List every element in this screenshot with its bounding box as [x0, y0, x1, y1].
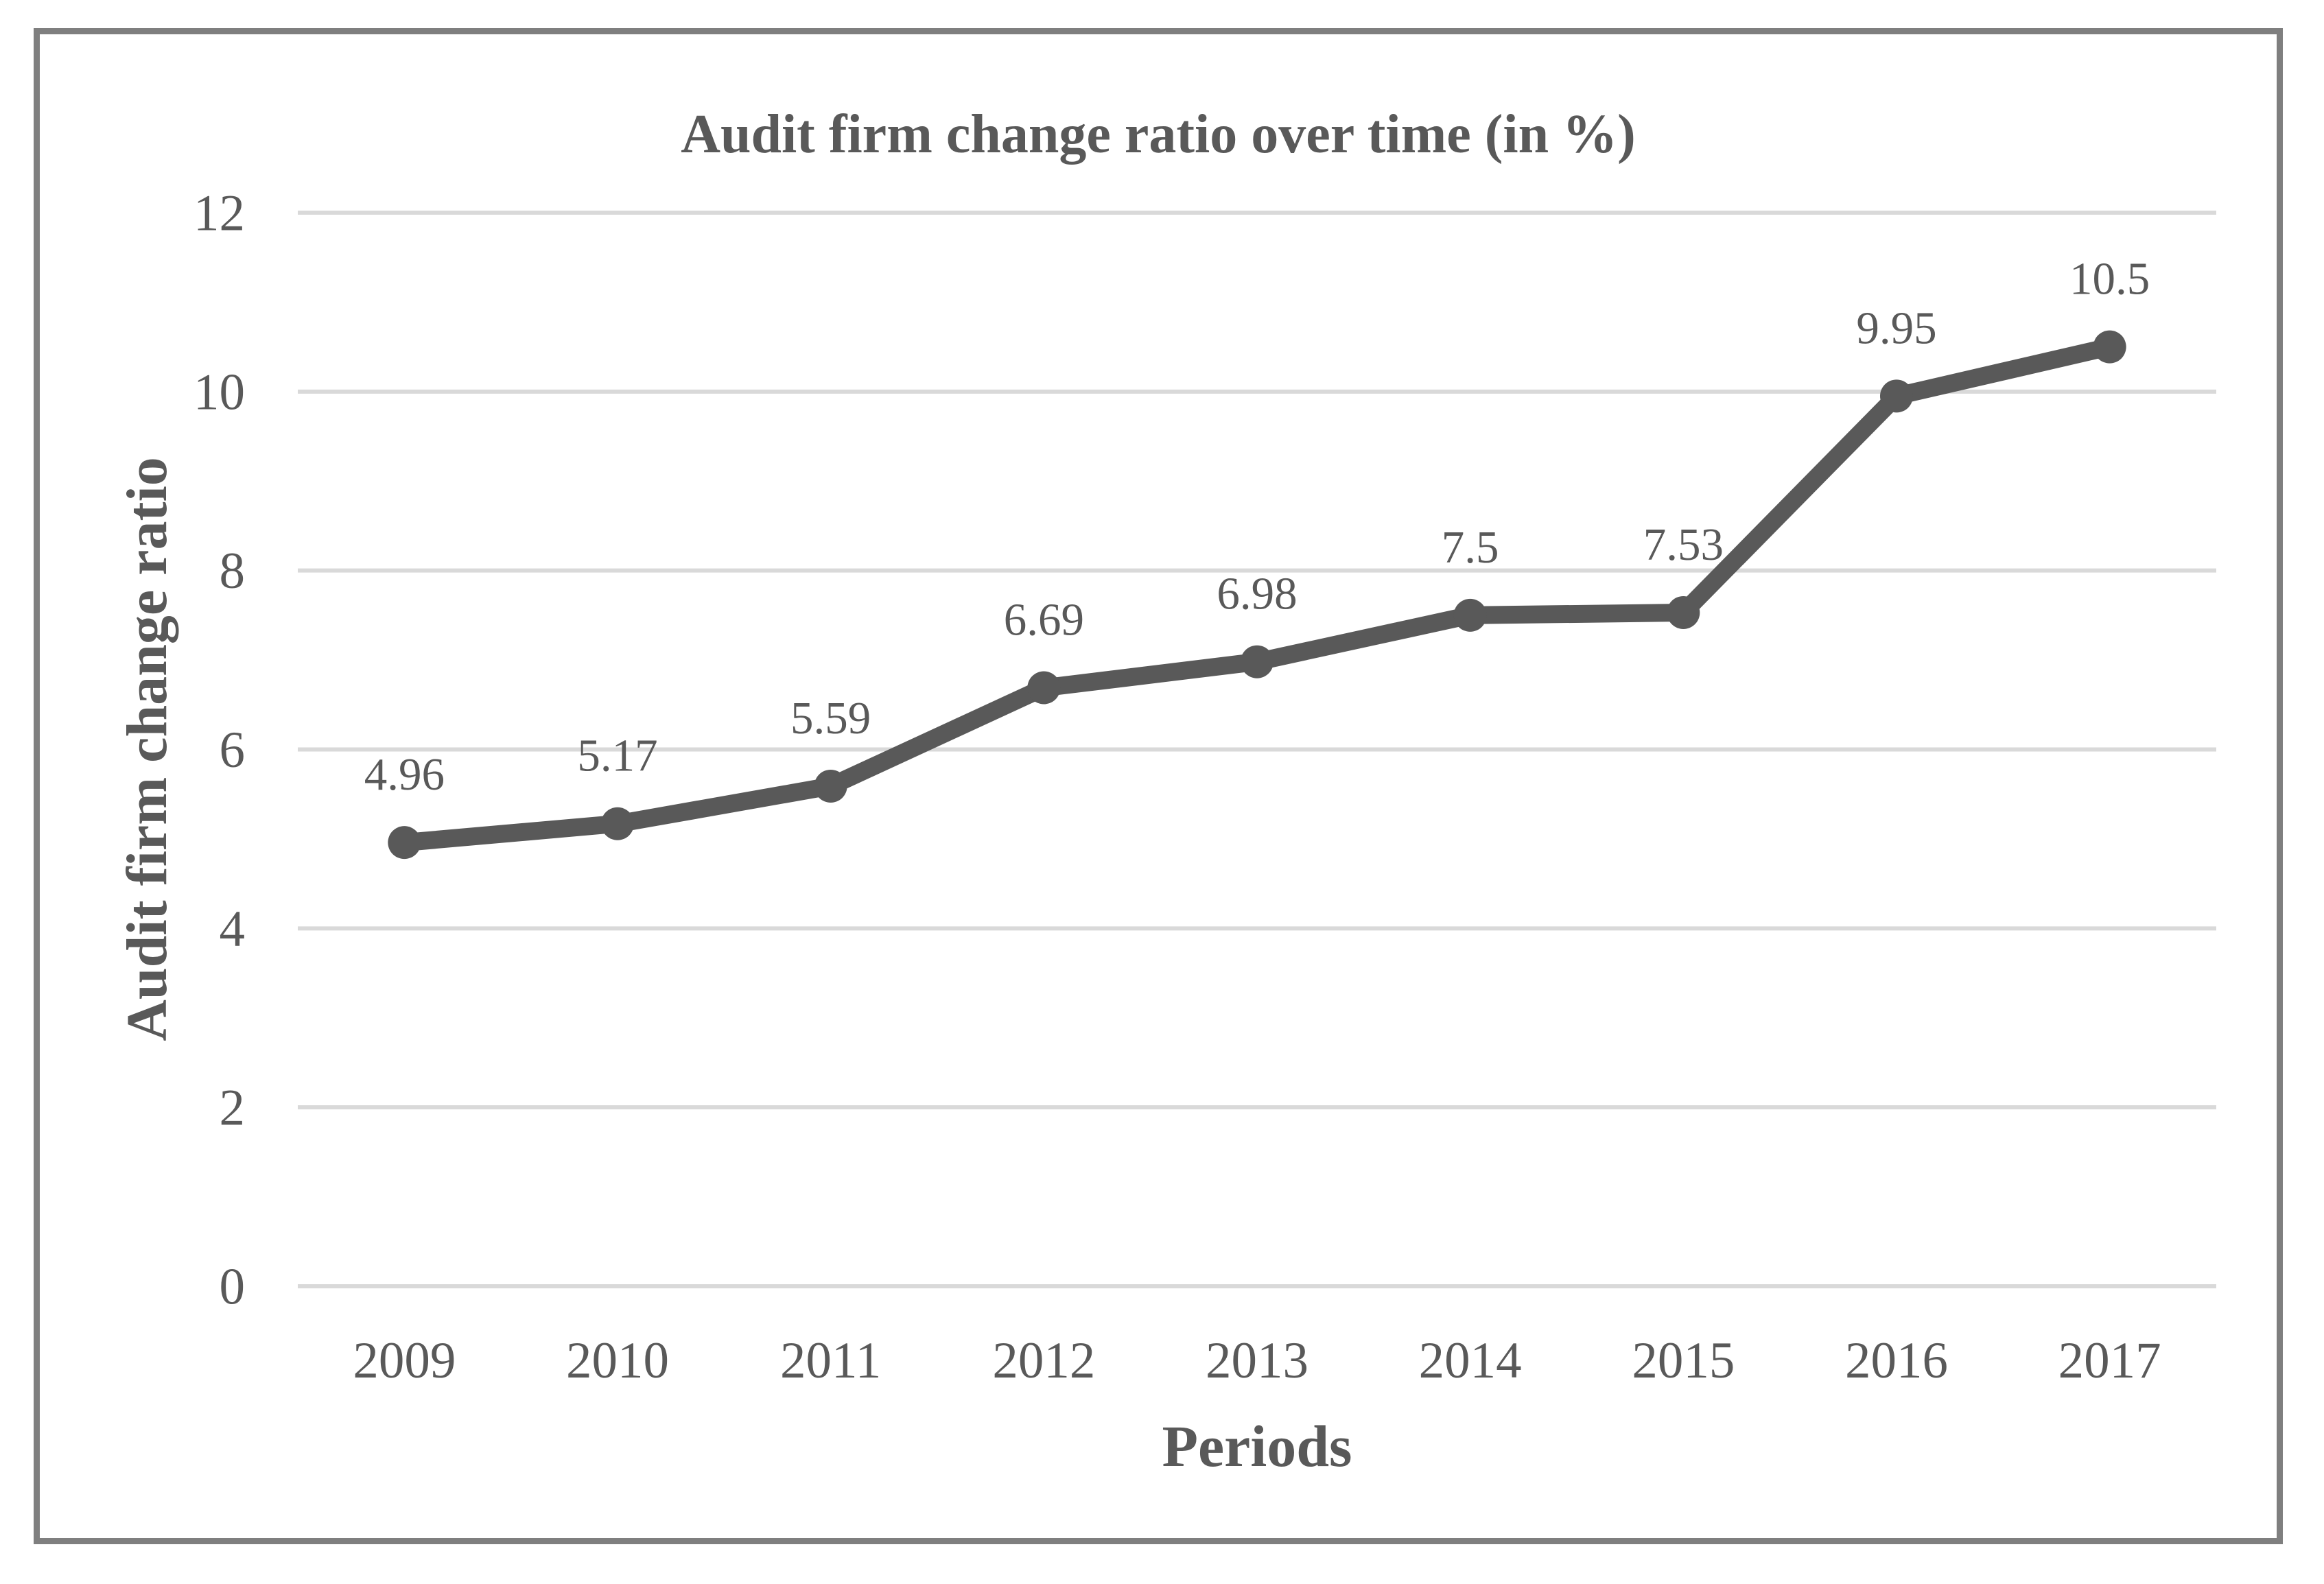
x-tick-label: 2014: [1419, 1332, 1522, 1389]
data-point-label: 4.96: [364, 749, 445, 800]
x-tick-label: 2013: [1206, 1332, 1308, 1389]
y-tick-label: 2: [220, 1080, 246, 1137]
x-tick-label: 2009: [353, 1332, 456, 1389]
data-point-marker: [1453, 598, 1487, 632]
data-point-label: 9.95: [1856, 303, 1936, 353]
data-point-label: 5.17: [577, 731, 657, 781]
y-tick-label: 12: [193, 185, 245, 242]
data-point-marker: [1667, 595, 1700, 629]
data-point-label: 5.59: [790, 693, 871, 744]
data-point-marker: [1027, 671, 1061, 705]
chart-border-frame: [34, 28, 2283, 1544]
data-point-label: 10.5: [2069, 254, 2150, 305]
x-tick-label: 2012: [992, 1332, 1095, 1389]
data-point-marker: [814, 769, 847, 803]
data-point-marker: [388, 826, 421, 860]
y-axis-title: Audit firm change ratio: [115, 457, 179, 1041]
data-point-marker: [2093, 330, 2126, 364]
x-tick-label: 2017: [2058, 1332, 2161, 1389]
data-point-label: 6.98: [1217, 569, 1297, 619]
data-point-marker: [1241, 645, 1273, 678]
data-point-marker: [1880, 379, 1913, 413]
x-axis-title: Periods: [1162, 1413, 1352, 1479]
x-tick-label: 2016: [1845, 1332, 1948, 1389]
x-tick-label: 2010: [566, 1332, 669, 1389]
y-tick-label: 8: [220, 543, 246, 600]
data-point-label: 7.53: [1643, 519, 1724, 570]
x-tick-label: 2011: [780, 1332, 881, 1389]
data-point-label: 7.5: [1442, 522, 1499, 573]
x-tick-label: 2015: [1632, 1332, 1735, 1389]
data-point-marker: [601, 807, 634, 840]
chart-title: Audit firm change ratio over time (in %): [681, 104, 1636, 165]
y-tick-label: 6: [220, 722, 246, 779]
y-tick-label: 4: [220, 901, 246, 958]
y-tick-label: 10: [193, 364, 245, 421]
y-tick-label: 0: [220, 1259, 246, 1316]
data-point-label: 6.69: [1004, 595, 1084, 646]
